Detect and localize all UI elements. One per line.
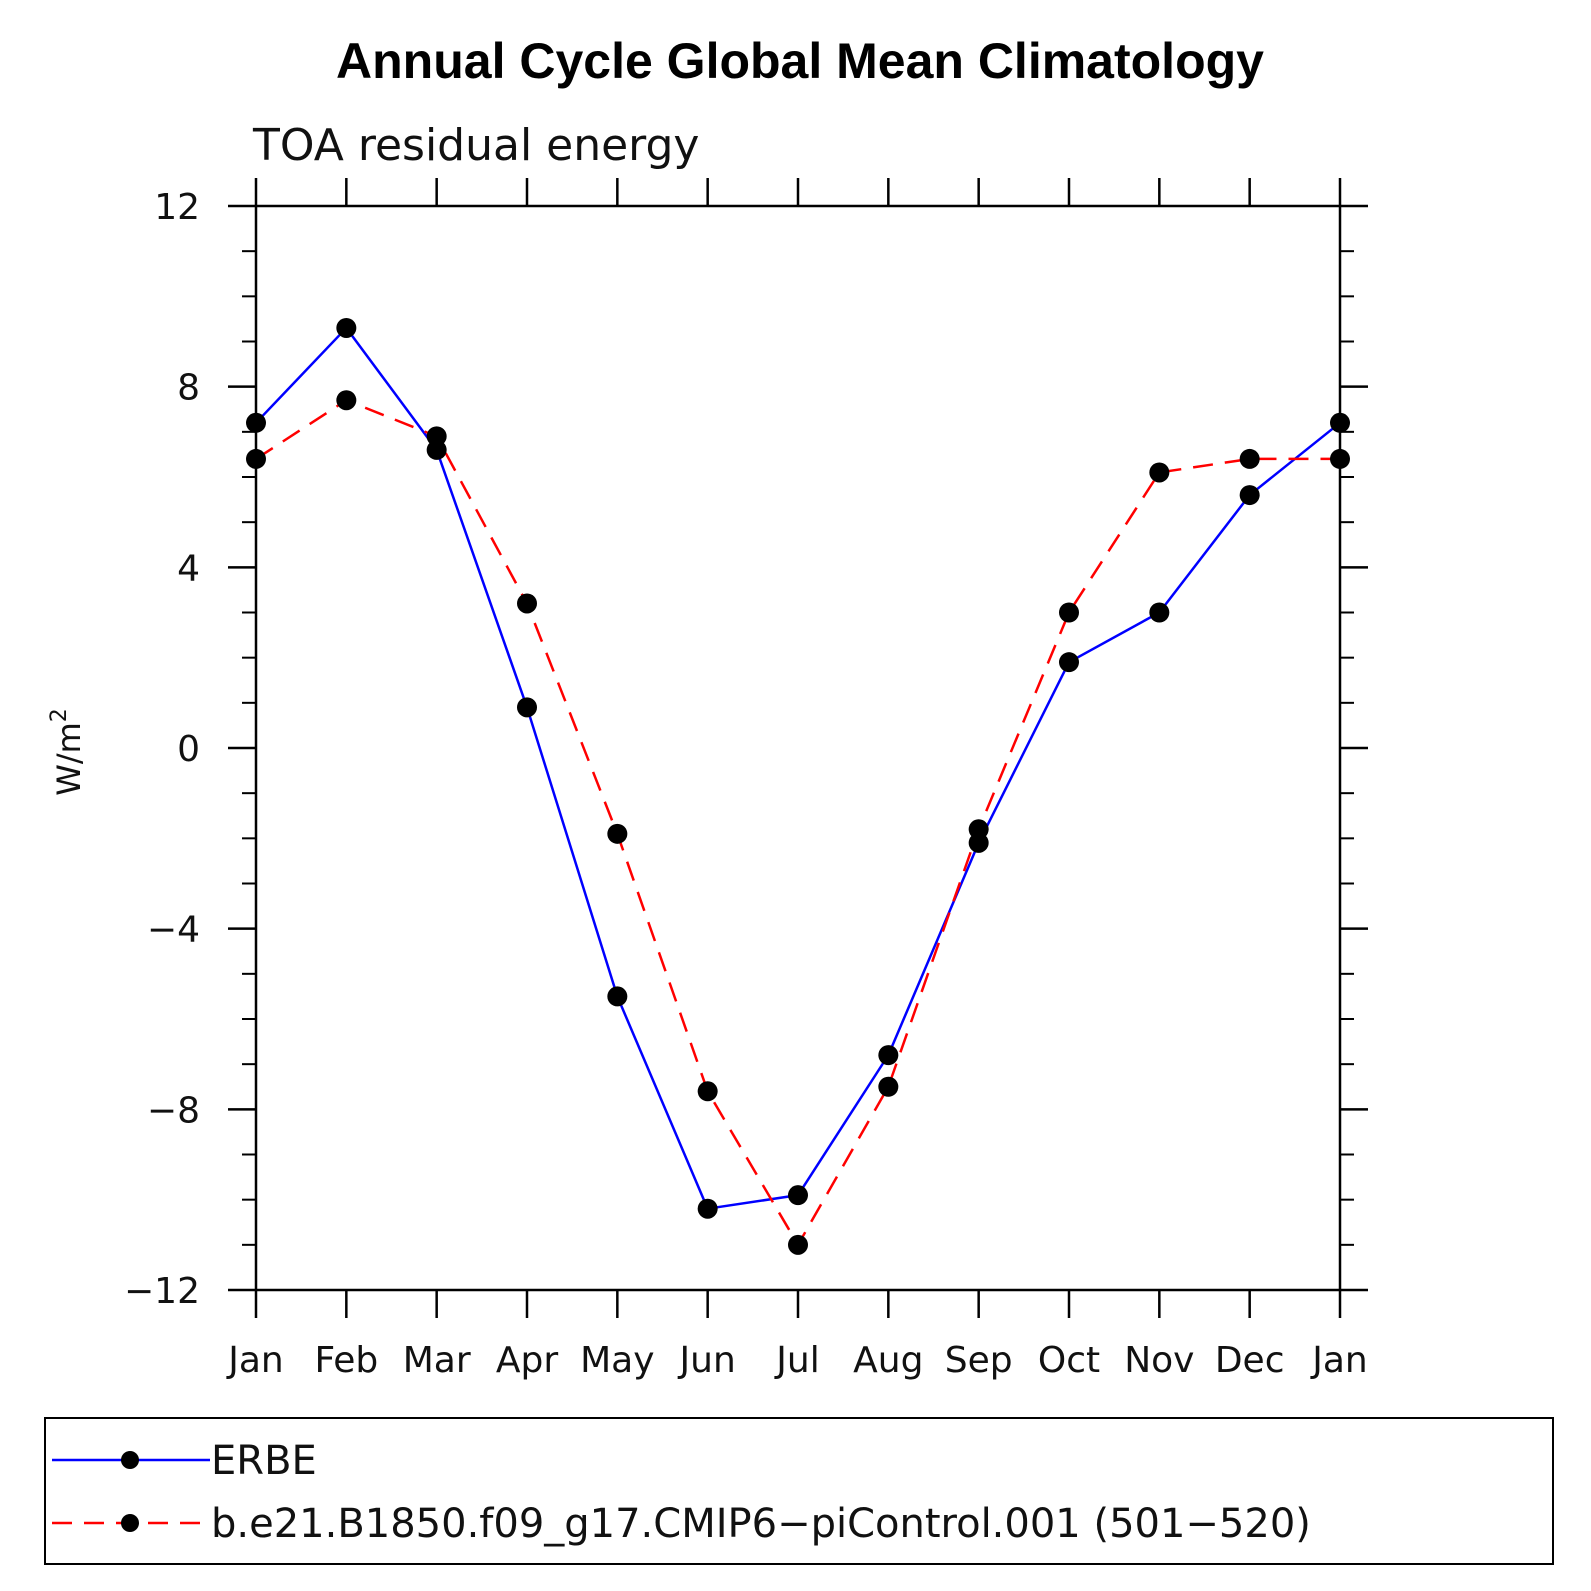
data-point-0-5 (697, 1198, 718, 1219)
data-point-0-4 (607, 986, 628, 1007)
data-point-1-4 (607, 823, 628, 844)
data-point-0-6 (788, 1185, 808, 1206)
legend-box (44, 1417, 1554, 1565)
y-tick-label: −4 (147, 910, 200, 951)
plot-frame (254, 204, 1342, 1292)
series-line-1 (255, 398, 1340, 1247)
chart-subtitle: TOA residual energy (252, 120, 699, 171)
data-point-1-9 (1059, 602, 1079, 623)
ticks: Jan Feb Mar Apr May Jun Jul Aug Sep Oct Nov Dec Jan−… (124, 178, 1368, 1381)
data-point-0-9 (1059, 652, 1079, 673)
data-point-1-0 (246, 448, 266, 469)
data-point-1-6 (788, 1234, 808, 1255)
y-axis-label: W/m2 (47, 708, 88, 796)
data-point-1-12 (1330, 448, 1350, 469)
data-point-0-3 (517, 697, 537, 718)
x-tick-label: Feb (314, 1340, 378, 1381)
x-tick-label: Jul (774, 1340, 819, 1381)
series-line-0 (255, 326, 1341, 1210)
legend-label-erbe: ERBE (211, 1438, 317, 1484)
data-point-0-12 (1330, 412, 1350, 433)
y-tick-label: −12 (124, 1271, 200, 1312)
legend: ERBE b.e21.B1850.f09_g17.CMIP6−piControl… (44, 1417, 1554, 1565)
data-point-1-2 (426, 426, 447, 447)
chart-title: Annual Cycle Global Mean Climatology (336, 33, 1264, 89)
x-tick-label: Jan (1310, 1340, 1368, 1381)
data-point-1-7 (878, 1076, 899, 1097)
data-point-1-10 (1149, 462, 1170, 483)
data-point-0-11 (1239, 485, 1260, 506)
data-point-1-11 (1239, 448, 1260, 469)
x-tick-label: Aug (853, 1340, 923, 1381)
data-point-0-7 (878, 1045, 899, 1066)
y-tick-label: 0 (177, 729, 200, 770)
x-tick-label: Jun (678, 1340, 736, 1381)
data-point-1-3 (517, 593, 537, 614)
axes (254, 204, 1342, 1292)
x-tick-label: May (580, 1340, 654, 1381)
x-tick-label: Apr (496, 1340, 558, 1381)
y-tick-label: 4 (177, 548, 200, 589)
data-point-1-5 (697, 1081, 718, 1102)
legend-marker-model (121, 1514, 139, 1532)
y-tick-label: −8 (147, 1090, 200, 1131)
x-tick-label: Nov (1124, 1340, 1194, 1381)
data-point-1-1 (336, 390, 357, 411)
series-layer (246, 317, 1350, 1255)
x-tick-label: Oct (1038, 1340, 1100, 1381)
data-point-1-8 (968, 819, 989, 840)
data-point-0-0 (246, 412, 266, 433)
data-point-0-10 (1149, 602, 1170, 623)
y-tick-label: 8 (177, 368, 200, 409)
x-tick-label: Sep (945, 1340, 1013, 1381)
legend-marker-erbe (121, 1451, 139, 1469)
x-tick-label: Mar (403, 1340, 471, 1381)
x-tick-label: Jan (226, 1340, 284, 1381)
y-tick-label: 12 (154, 187, 200, 228)
x-tick-label: Dec (1215, 1340, 1285, 1381)
data-point-0-1 (336, 317, 357, 338)
legend-label-model: b.e21.B1850.f09_g17.CMIP6−piControl.001 … (211, 1501, 1311, 1547)
